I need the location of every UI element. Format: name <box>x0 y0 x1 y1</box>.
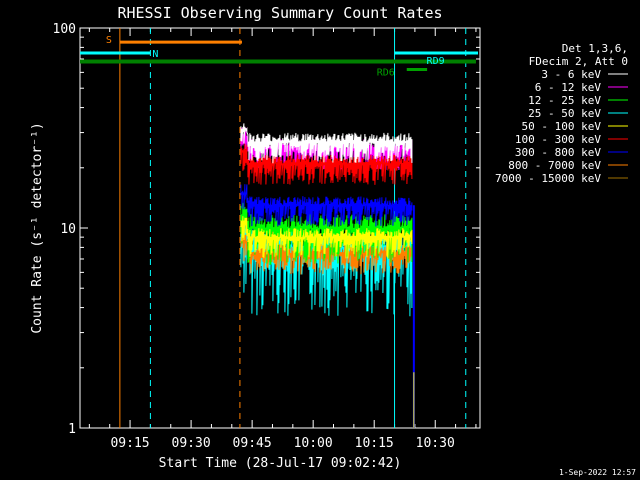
x-tick-label: 09:45 <box>233 436 272 451</box>
x-tick-label: 09:30 <box>172 436 211 451</box>
x-tick-label: 10:15 <box>355 436 394 451</box>
x-axis-label: Start Time (28-Jul-17 09:02:42) <box>159 456 402 471</box>
annotation-label: RD9 <box>427 56 445 67</box>
series-trace <box>240 143 413 185</box>
x-tick-label: 10:00 <box>294 436 333 451</box>
series-trace <box>240 123 413 164</box>
legend-label: 7000 - 15000 keV <box>495 172 601 185</box>
series-trace <box>240 184 413 227</box>
legend-label: 300 - 800 keV <box>515 146 601 159</box>
legend-label: 3 - 6 keV <box>541 68 601 81</box>
legend-label: 800 - 7000 keV <box>508 159 601 172</box>
legend-label: 12 - 25 keV <box>528 94 601 107</box>
y-tick-label: 10 <box>60 222 76 237</box>
y-tick-label: 1 <box>68 422 76 437</box>
timestamp: 1-Sep-2022 12:57 <box>559 468 636 477</box>
legend-header-line-2: FDecim 2, Att 0 <box>529 55 628 68</box>
x-tick-label: 09:15 <box>110 436 149 451</box>
legend-label: 25 - 50 keV <box>528 107 601 120</box>
legend-label: 6 - 12 keV <box>535 81 602 94</box>
legend-label: 50 - 100 keV <box>522 120 602 133</box>
plot-area: 1 10 100 09:15 09:30 09:45 10:00 10:15 10:30 S N RD… <box>53 22 481 451</box>
chart-title: RHESSI Observing Summary Count Rates <box>117 4 442 22</box>
y-axis-label: Count Rate (s⁻¹ detector⁻¹) <box>30 122 45 333</box>
y-tick-label: 100 <box>53 22 76 37</box>
annotation-label: RD6 <box>377 68 395 79</box>
legend-header-line-1: Det 1,3,6, <box>562 42 628 55</box>
series-trace <box>240 216 413 259</box>
series-trace <box>240 234 413 275</box>
legend-label: 100 - 300 keV <box>515 133 601 146</box>
x-tick-label: 10:30 <box>416 436 455 451</box>
annotation-label: N <box>152 49 158 60</box>
annotation-label: S <box>106 35 112 46</box>
